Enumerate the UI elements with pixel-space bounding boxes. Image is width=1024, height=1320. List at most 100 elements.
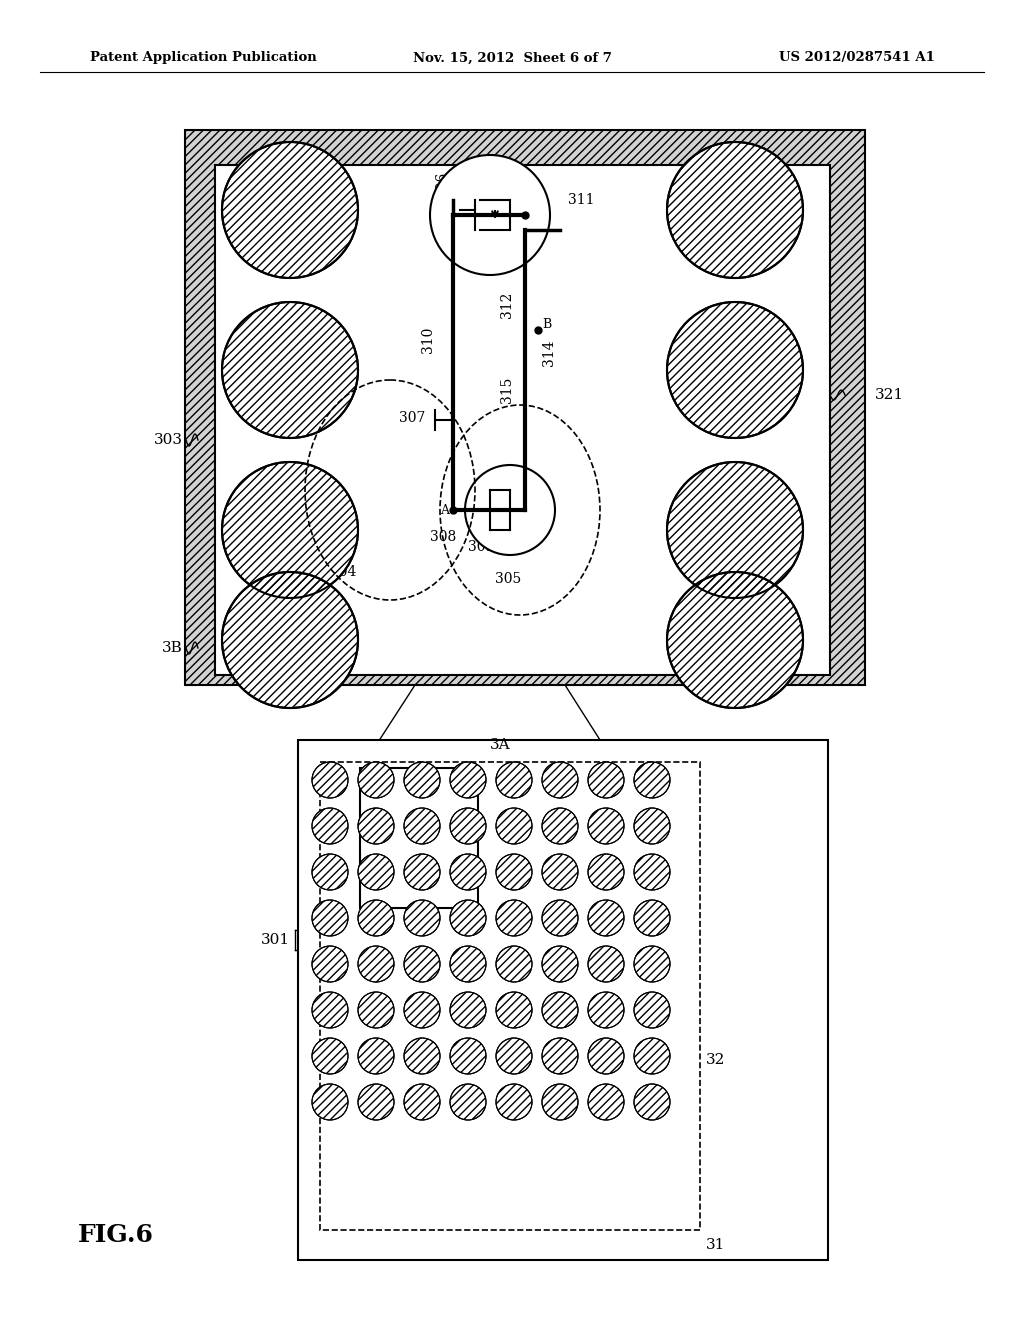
Circle shape [312, 808, 348, 843]
Circle shape [312, 1038, 348, 1074]
Text: 321: 321 [874, 388, 904, 403]
Circle shape [634, 854, 670, 890]
Circle shape [312, 854, 348, 890]
Circle shape [588, 762, 624, 799]
Circle shape [542, 946, 578, 982]
Circle shape [634, 900, 670, 936]
Circle shape [312, 993, 348, 1028]
Text: 308: 308 [430, 531, 457, 544]
Circle shape [450, 762, 486, 799]
Circle shape [496, 900, 532, 936]
Circle shape [450, 946, 486, 982]
Text: B: B [542, 318, 551, 331]
Circle shape [312, 900, 348, 936]
Circle shape [222, 143, 358, 279]
Circle shape [450, 1038, 486, 1074]
Text: 3A: 3A [490, 738, 511, 752]
Circle shape [542, 808, 578, 843]
Circle shape [634, 1038, 670, 1074]
Text: Nov. 15, 2012  Sheet 6 of 7: Nov. 15, 2012 Sheet 6 of 7 [413, 51, 611, 65]
Bar [319, 762, 700, 1230]
Circle shape [404, 900, 440, 936]
Circle shape [542, 1084, 578, 1119]
Circle shape [542, 762, 578, 799]
Bar [215, 165, 830, 675]
Text: 31: 31 [706, 1238, 725, 1251]
Circle shape [404, 1084, 440, 1119]
Circle shape [450, 854, 486, 890]
Circle shape [222, 462, 358, 598]
Circle shape [667, 302, 803, 438]
Circle shape [312, 762, 348, 799]
Text: 315: 315 [500, 376, 514, 403]
Circle shape [450, 1084, 486, 1119]
Circle shape [358, 1084, 394, 1119]
Circle shape [588, 808, 624, 843]
Circle shape [222, 302, 358, 438]
Circle shape [496, 808, 532, 843]
Circle shape [358, 993, 394, 1028]
Circle shape [312, 1084, 348, 1119]
Circle shape [667, 143, 803, 279]
Circle shape [542, 1038, 578, 1074]
Text: FIG.6: FIG.6 [78, 1224, 154, 1247]
Circle shape [465, 465, 555, 554]
Text: Patent Application Publication: Patent Application Publication [90, 51, 316, 65]
Circle shape [496, 854, 532, 890]
Circle shape [542, 854, 578, 890]
Circle shape [404, 762, 440, 799]
Circle shape [312, 946, 348, 982]
Circle shape [404, 946, 440, 982]
Text: 3B: 3B [162, 642, 183, 655]
Circle shape [404, 993, 440, 1028]
Text: 303: 303 [154, 433, 183, 447]
Circle shape [358, 946, 394, 982]
Circle shape [634, 762, 670, 799]
Circle shape [588, 900, 624, 936]
Text: 309: 309 [468, 540, 495, 554]
Text: 307: 307 [398, 411, 425, 425]
Text: 314: 314 [542, 341, 556, 367]
Text: A: A [440, 503, 449, 516]
Circle shape [667, 572, 803, 708]
Text: US 2012/0287541 A1: US 2012/0287541 A1 [779, 51, 935, 65]
Circle shape [634, 808, 670, 843]
Circle shape [496, 993, 532, 1028]
Circle shape [496, 762, 532, 799]
Circle shape [588, 1084, 624, 1119]
Circle shape [358, 808, 394, 843]
Circle shape [496, 1084, 532, 1119]
Circle shape [430, 154, 550, 275]
Circle shape [634, 993, 670, 1028]
Text: 304: 304 [330, 565, 356, 579]
Text: 310: 310 [421, 327, 435, 354]
Circle shape [542, 993, 578, 1028]
Circle shape [634, 946, 670, 982]
Circle shape [450, 900, 486, 936]
Circle shape [404, 808, 440, 843]
Text: 312: 312 [500, 292, 514, 318]
Circle shape [450, 808, 486, 843]
Circle shape [404, 1038, 440, 1074]
Text: 306: 306 [435, 172, 449, 198]
Circle shape [358, 900, 394, 936]
Circle shape [358, 762, 394, 799]
Circle shape [222, 572, 358, 708]
Circle shape [634, 1084, 670, 1119]
Bar [298, 741, 828, 1261]
Circle shape [588, 854, 624, 890]
Text: 32: 32 [706, 1053, 725, 1067]
Circle shape [358, 854, 394, 890]
Circle shape [358, 1038, 394, 1074]
Circle shape [450, 993, 486, 1028]
Text: 301: 301 [261, 933, 290, 946]
Circle shape [496, 946, 532, 982]
Circle shape [588, 946, 624, 982]
Circle shape [496, 1038, 532, 1074]
Bar [185, 129, 865, 685]
Text: 305: 305 [495, 572, 521, 586]
Bar [360, 768, 478, 908]
Circle shape [667, 462, 803, 598]
Circle shape [542, 900, 578, 936]
Circle shape [588, 993, 624, 1028]
